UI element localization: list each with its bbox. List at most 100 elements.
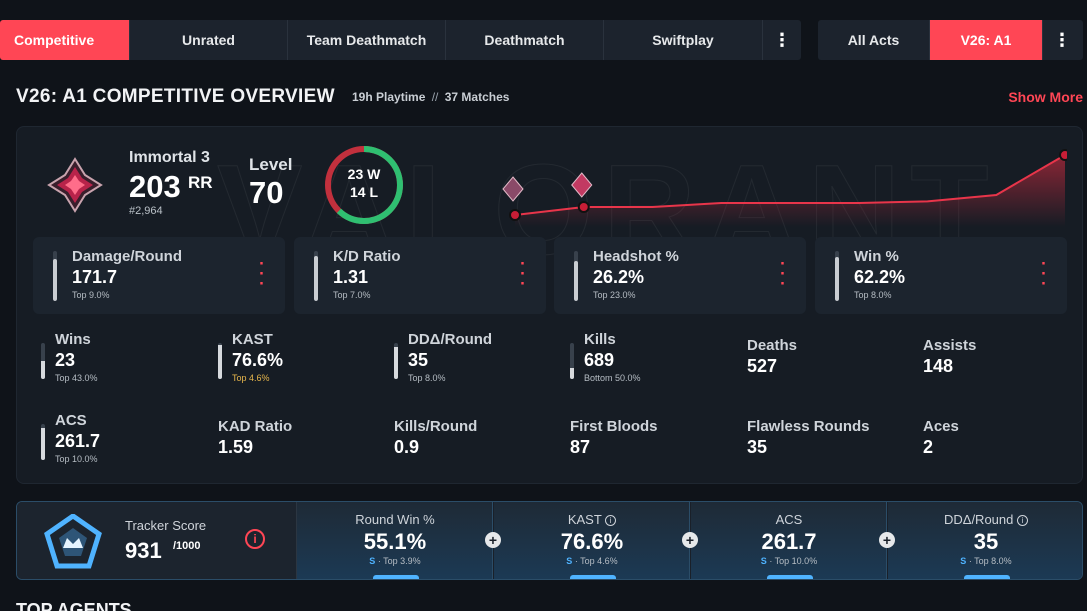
tab-swiftplay[interactable]: Swiftplay bbox=[604, 20, 763, 60]
match-count: 37 Matches bbox=[444, 90, 510, 104]
stat-percentile: Top 4.6% bbox=[232, 373, 270, 383]
rank-point bbox=[577, 201, 590, 213]
tracker-cell-dd-round[interactable]: DDΔ/Round i 35 S · Top 8.0% bbox=[888, 502, 1082, 579]
info-icon[interactable]: i bbox=[1017, 515, 1028, 526]
rank-history-line bbox=[514, 154, 1066, 216]
tracker-cell-acs[interactable]: ACS 261.7 S · Top 10.0% bbox=[691, 502, 887, 579]
more-acts-icon[interactable]: ⋮ bbox=[1053, 29, 1071, 50]
more-options-icon[interactable]: · · · bbox=[259, 254, 265, 293]
stat-label: DDΔ/Round bbox=[408, 331, 493, 348]
stat-card-damage-round[interactable]: Damage/Round 171.7 Top 9.0% · · · bbox=[33, 237, 285, 314]
stat-label: Flawless Rounds bbox=[747, 418, 870, 435]
stat-value: 0.9 bbox=[394, 437, 420, 457]
rank-name: Immortal 3 bbox=[129, 149, 210, 166]
stat-label: Deaths bbox=[747, 337, 798, 354]
stat-value: 26.2% bbox=[593, 267, 645, 287]
info-icon[interactable]: i bbox=[245, 529, 265, 549]
percentile-bar bbox=[574, 251, 578, 301]
tracker-cell-round-win[interactable]: Round Win % 55.1% S · Top 3.9% bbox=[297, 502, 493, 579]
cell-label: Round Win % bbox=[355, 512, 435, 527]
stat-value: 261.7 bbox=[55, 431, 101, 451]
stat-percentile: Top 8.0% bbox=[408, 373, 446, 383]
tracker-cell-kast[interactable]: KAST i 76.6% S · Top 4.6% bbox=[494, 502, 690, 579]
stat-value: 1.59 bbox=[218, 437, 254, 457]
cell-underline bbox=[373, 575, 419, 579]
stat-value: 689 bbox=[584, 350, 615, 370]
stat-value: 2 bbox=[923, 437, 934, 457]
more-options-icon[interactable]: · · · bbox=[1041, 254, 1047, 293]
rank-point bbox=[509, 209, 521, 221]
tab-competitive[interactable]: Competitive bbox=[0, 20, 130, 60]
stat-value: 35 bbox=[408, 350, 429, 370]
cell-value: 76.6% bbox=[560, 529, 624, 554]
playtime: 19h Playtime bbox=[352, 90, 426, 104]
stat-label: ACS bbox=[55, 412, 87, 429]
stat-value: 1.31 bbox=[333, 267, 369, 287]
rank-badge-icon bbox=[571, 172, 593, 198]
info-icon[interactable]: i bbox=[605, 515, 617, 526]
overview-summary: 19h Playtime // 37 Matches bbox=[352, 90, 509, 104]
rank-rating: 203 bbox=[129, 169, 181, 204]
stat-value: 76.6% bbox=[232, 350, 284, 370]
percentile-bar bbox=[41, 424, 45, 460]
more-options-icon[interactable]: · · · bbox=[520, 254, 526, 293]
more-options-icon[interactable]: · · · bbox=[780, 254, 786, 293]
stat-label: Win % bbox=[854, 248, 899, 265]
stat-percentile: Top 10.0% bbox=[55, 454, 98, 464]
tab-unrated[interactable]: Unrated bbox=[130, 20, 288, 60]
stat-card-kd-ratio[interactable]: K/D Ratio 1.31 Top 7.0% · · · bbox=[294, 237, 546, 314]
act-tabbar: All Acts V26: A1 ⋮ bbox=[818, 20, 1083, 60]
cell-label: DDΔ/Round i bbox=[888, 512, 1082, 527]
tab-all-acts[interactable]: All Acts bbox=[818, 20, 930, 60]
stat-label: Aces bbox=[923, 418, 959, 435]
stat-card-headshot[interactable]: Headshot % 26.2% Top 23.0% · · · bbox=[554, 237, 806, 314]
percentile-bar bbox=[41, 343, 45, 379]
stat-card-win-percent[interactable]: Win % 62.2% Top 8.0% · · · bbox=[815, 237, 1067, 314]
cell-underline bbox=[767, 575, 813, 579]
plus-icon: + bbox=[879, 532, 895, 548]
percentile-bar bbox=[314, 251, 318, 301]
cell-value: 35 bbox=[973, 529, 999, 554]
stat-value: 23 bbox=[55, 350, 76, 370]
tracker-score-icon bbox=[44, 514, 102, 569]
leaderboard-position: #2,964 bbox=[129, 205, 163, 217]
overview-panel: VALORANT Immortal 3 203 RR #2,964 Level … bbox=[16, 126, 1083, 484]
cell-grade: S · Top 3.9% bbox=[369, 556, 421, 566]
stat-label: Kills/Round bbox=[394, 418, 478, 435]
more-modes-icon[interactable]: ⋮ bbox=[773, 29, 791, 50]
overview-title: V26: A1 COMPETITIVE OVERVIEW bbox=[16, 86, 335, 107]
tracker-score-summary: Tracker Score 931 /1000 i bbox=[17, 502, 297, 579]
cell-label: KAST i bbox=[494, 512, 690, 527]
wins-count: 23 W bbox=[347, 166, 381, 182]
cell-grade: S · Top 8.0% bbox=[960, 556, 1012, 566]
stat-value: 62.2% bbox=[854, 267, 906, 287]
stat-percentile: Top 9.0% bbox=[72, 290, 110, 300]
stat-label: Headshot % bbox=[593, 248, 679, 265]
stat-label: KAD Ratio bbox=[218, 418, 293, 435]
win-loss-ring bbox=[325, 146, 403, 224]
tracker-score-max: /1000 bbox=[173, 540, 201, 552]
rank-badge-icon bbox=[502, 176, 524, 202]
tab-v26-a1[interactable]: V26: A1 bbox=[930, 20, 1043, 60]
win-loss-record: 23 W 14 L bbox=[322, 165, 406, 201]
stat-label: Assists bbox=[923, 337, 977, 354]
stat-value: 527 bbox=[747, 356, 778, 376]
level-label: Level bbox=[249, 155, 293, 174]
stat-label: KAST bbox=[232, 331, 273, 348]
stat-percentile: Top 8.0% bbox=[854, 290, 892, 300]
cell-underline bbox=[964, 575, 1010, 579]
rank-history-area bbox=[515, 155, 1065, 227]
losses-count: 14 L bbox=[349, 184, 378, 200]
percentile-bar bbox=[570, 343, 574, 379]
stat-percentile: Top 43.0% bbox=[55, 373, 98, 383]
cell-grade: S · Top 10.0% bbox=[760, 556, 818, 566]
stat-label: Kills bbox=[584, 331, 616, 348]
show-more-link[interactable]: Show More bbox=[1008, 89, 1083, 105]
percentile-bar bbox=[394, 343, 398, 379]
tab-deathmatch[interactable]: Deathmatch bbox=[446, 20, 604, 60]
stat-label: K/D Ratio bbox=[333, 248, 401, 265]
mode-tabbar: Competitive Unrated Team Deathmatch Deat… bbox=[0, 20, 801, 60]
stat-value: 148 bbox=[923, 356, 954, 376]
tab-team-deathmatch[interactable]: Team Deathmatch bbox=[288, 20, 446, 60]
separator: // bbox=[431, 90, 439, 104]
